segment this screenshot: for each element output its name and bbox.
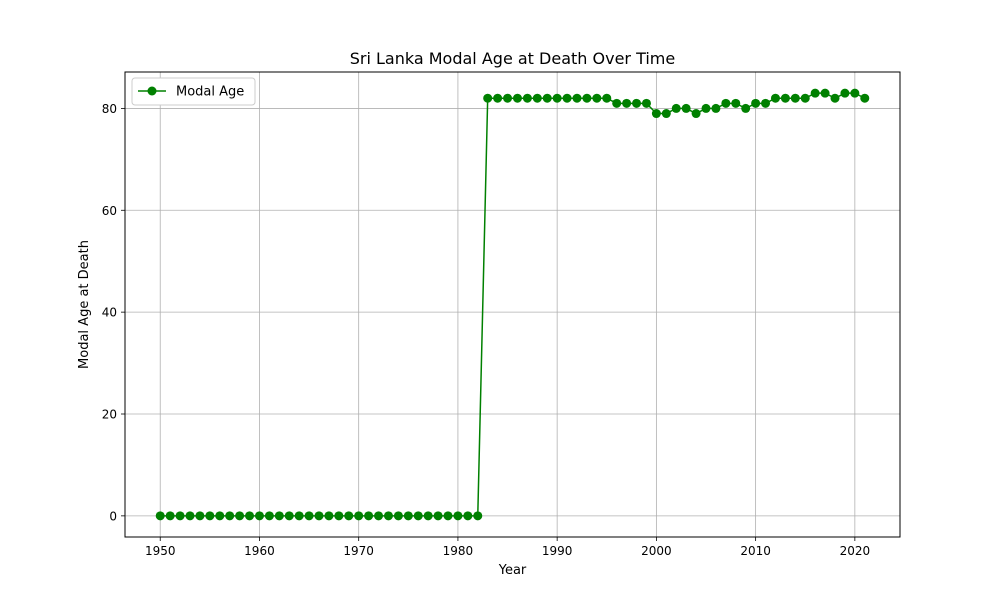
data-point [681,103,691,113]
chart-title: Sri Lanka Modal Age at Death Over Time [350,49,675,68]
data-point [344,511,354,521]
data-point [463,511,473,521]
data-point [751,98,761,108]
x-tick-label: 1980 [443,544,474,558]
data-point [215,511,225,521]
x-tick-label: 1990 [542,544,573,558]
x-tick-label: 2020 [840,544,871,558]
data-point [274,511,284,521]
legend: Modal Age [131,77,256,106]
data-point [651,109,661,119]
data-point [334,511,344,521]
data-point [552,93,562,103]
data-point [522,93,532,103]
data-point [473,511,483,521]
data-point [780,93,790,103]
data-point [503,93,513,103]
data-point [671,103,681,113]
data-point [175,511,185,521]
x-tick-label: 2010 [740,544,771,558]
data-point [691,109,701,119]
data-point [393,511,403,521]
data-point [632,98,642,108]
data-point [245,511,255,521]
data-point [761,98,771,108]
y-axis: 0 20 40 60 80 [102,102,125,523]
y-tick-label: 80 [102,102,117,116]
legend-box [131,77,256,106]
data-point [612,98,622,108]
x-tick-label: 1950 [145,544,176,558]
data-point [403,511,413,521]
data-point [562,93,572,103]
data-point [572,93,582,103]
data-point [840,88,850,98]
data-point [622,98,632,108]
data-point [800,93,810,103]
y-tick-label: 20 [102,408,117,422]
x-axis: 1950 1960 1970 1980 1990 2000 2010 2020 [145,537,870,558]
data-point [512,93,522,103]
y-tick-label: 40 [102,306,117,320]
data-point [582,93,592,103]
data-point [711,103,721,113]
data-point [364,511,374,521]
data-point [542,93,552,103]
data-point [453,511,463,521]
data-point [324,511,334,521]
x-axis-label: Year [498,563,527,578]
data-point [592,93,602,103]
x-tick-label: 1970 [343,544,374,558]
data-point [443,511,453,521]
data-point [661,109,671,119]
data-point [483,93,493,103]
legend-label: Modal Age [176,85,244,100]
data-point [731,98,741,108]
data-point [741,103,751,113]
data-point [433,511,443,521]
data-point [225,511,235,521]
data-point [423,511,433,521]
data-point [195,511,205,521]
data-point [770,93,780,103]
data-point [860,93,870,103]
plot-frame [124,71,901,538]
data-point [254,511,264,521]
data-point [284,511,294,521]
data-point [602,93,612,103]
data-point [294,511,304,521]
data-point [850,88,860,98]
data-point [264,511,274,521]
y-tick-label: 0 [109,509,117,523]
y-tick-label: 60 [102,204,117,218]
x-tick-label: 1960 [244,544,275,558]
data-point [810,88,820,98]
data-point [532,93,542,103]
data-point [413,511,423,521]
data-point [354,511,364,521]
data-point [383,511,393,521]
data-point [820,88,830,98]
data-point [641,98,651,108]
series-layer [155,88,870,521]
data-point [701,103,711,113]
data-point [165,511,175,521]
y-axis-label: Modal Age at Death [77,240,92,369]
data-point [314,511,324,521]
data-point [185,511,195,521]
data-point [721,98,731,108]
data-point [235,511,245,521]
data-point [155,511,165,521]
x-tick-label: 2000 [641,544,672,558]
legend-marker-sample [147,86,157,96]
data-point [374,511,384,521]
data-point [790,93,800,103]
data-point [304,511,314,521]
data-point [493,93,503,103]
data-point [205,511,215,521]
data-point [830,93,840,103]
